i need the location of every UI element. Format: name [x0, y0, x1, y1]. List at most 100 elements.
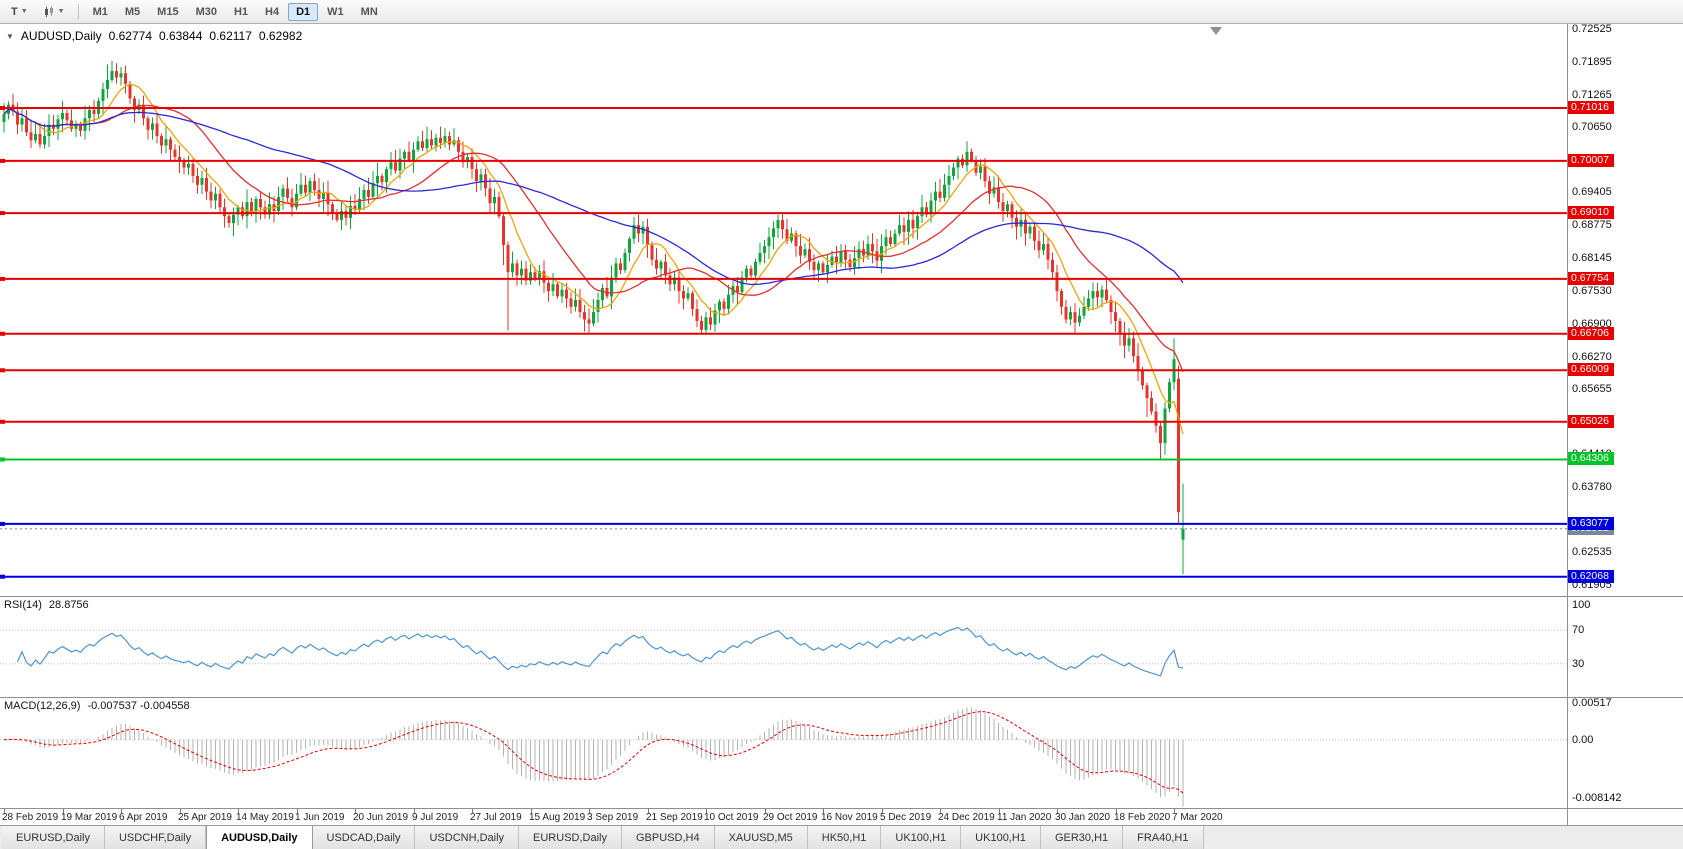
- time-axis-label: 16 Nov 2019: [821, 812, 878, 823]
- macd-histogram: [4, 707, 1183, 806]
- rsi-indicator-chart[interactable]: RSI(14) 28.8756: [0, 597, 1567, 697]
- timeframe-button-m30[interactable]: M30: [188, 3, 225, 21]
- time-axis-label: 27 Jul 2019: [470, 812, 522, 823]
- level-price-tag: 0.69010: [1568, 206, 1614, 219]
- time-axis-label: 5 Dec 2019: [880, 812, 931, 823]
- rsi-name: RSI(14): [4, 599, 42, 611]
- level-price-tag: 0.66706: [1568, 327, 1614, 340]
- ma-line-55: [4, 109, 1183, 284]
- price-axis-label: 0.71895: [1572, 56, 1612, 68]
- tool-button-t[interactable]: T ▼: [4, 3, 35, 21]
- chart-symbol: AUDUSD,Daily: [21, 29, 102, 43]
- time-axis-label: 7 Mar 2020: [1172, 812, 1223, 823]
- main-chart-panel: ▼ AUDUSD,Daily 0.62774 0.63844 0.62117 0…: [0, 24, 1683, 596]
- tool-button-t-label: T: [11, 6, 18, 18]
- time-axis-label: 10 Oct 2019: [704, 812, 758, 823]
- macd-indicator-chart[interactable]: MACD(12,26,9) -0.007537 -0.004558: [0, 698, 1567, 808]
- main-plot-svg[interactable]: [0, 24, 1567, 596]
- candlestick-chart-icon: [43, 6, 55, 18]
- chart-close-value: 0.62982: [259, 29, 302, 43]
- chart-tab-uk100-h1[interactable]: UK100,H1: [961, 826, 1041, 849]
- macd-axis-label: 0.00517: [1572, 697, 1612, 709]
- chart-tab-xauusd-m5[interactable]: XAUUSD,M5: [715, 826, 808, 849]
- macd-axis-label: -0.008142: [1572, 792, 1622, 804]
- time-axis-label: 19 Mar 2019: [61, 812, 117, 823]
- candlestick-chart[interactable]: ▼ AUDUSD,Daily 0.62774 0.63844 0.62117 0…: [0, 24, 1567, 596]
- rsi-panel: RSI(14) 28.8756 1007030: [0, 597, 1683, 697]
- price-axis-label: 0.68145: [1572, 252, 1612, 264]
- rsi-axis[interactable]: 1007030: [1567, 597, 1683, 697]
- timeframe-button-h4[interactable]: H4: [257, 3, 287, 21]
- level-price-tag: 0.71016: [1568, 101, 1614, 114]
- price-axis-label: 0.66270: [1572, 351, 1612, 363]
- line-left-marker: [0, 277, 5, 281]
- price-axis-label: 0.70650: [1572, 121, 1612, 133]
- macd-axis-label: 0.00: [1572, 734, 1593, 746]
- level-price-tag: 0.62068: [1568, 570, 1614, 583]
- macd-values: -0.007537 -0.004558: [87, 700, 189, 712]
- ma-line-8: [4, 84, 1183, 434]
- chart-tab-hk50-h1[interactable]: HK50,H1: [808, 826, 882, 849]
- price-axis-label: 0.69405: [1572, 186, 1612, 198]
- chart-tab-fra40-h1[interactable]: FRA40,H1: [1123, 826, 1203, 849]
- timeframe-button-m1[interactable]: M1: [85, 3, 116, 21]
- macd-plot-svg[interactable]: [0, 698, 1567, 808]
- chart-dropdown-icon[interactable]: ▼: [6, 32, 14, 41]
- chart-low-value: 0.62117: [209, 29, 252, 43]
- level-price-tag: 0.70007: [1568, 154, 1614, 167]
- chart-tab-gbpusd-h4[interactable]: GBPUSD,H4: [622, 826, 715, 849]
- time-axis-label: 15 Aug 2019: [529, 812, 585, 823]
- time-axis-label: 3 Sep 2019: [587, 812, 638, 823]
- line-left-marker: [0, 522, 5, 526]
- chevron-down-icon: ▼: [58, 8, 65, 15]
- price-axis-label: 0.65655: [1572, 383, 1612, 395]
- time-axis-label: 25 Apr 2019: [178, 812, 232, 823]
- ma-line-21: [4, 106, 1183, 372]
- chart-tab-ger30-h1[interactable]: GER30,H1: [1041, 826, 1123, 849]
- level-price-tag: 0.67754: [1568, 272, 1614, 285]
- rsi-plot-svg[interactable]: [0, 597, 1567, 697]
- time-axis[interactable]: 28 Feb 201919 Mar 20196 Apr 201925 Apr 2…: [0, 809, 1567, 825]
- timeframe-button-m15[interactable]: M15: [149, 3, 186, 21]
- chart-tab-usdchf-daily[interactable]: USDCHF,Daily: [105, 826, 206, 849]
- chart-tab-bar: EURUSD,DailyUSDCHF,DailyAUDUSD,DailyUSDC…: [0, 825, 1683, 849]
- timeframe-group: M1M5M15M30H1H4D1W1MN: [85, 3, 386, 21]
- line-left-marker: [0, 575, 5, 579]
- rsi-axis-label: 100: [1572, 599, 1590, 611]
- chart-title: ▼ AUDUSD,Daily 0.62774 0.63844 0.62117 0…: [6, 29, 302, 43]
- line-left-marker: [0, 211, 5, 215]
- time-axis-label: 18 Feb 2020: [1114, 812, 1170, 823]
- price-axis-label: 0.67530: [1572, 285, 1612, 297]
- macd-axis[interactable]: 0.00517 0.00 -0.008142: [1567, 698, 1683, 808]
- timeframe-button-w1[interactable]: W1: [319, 3, 352, 21]
- level-price-tag: 0.65026: [1568, 415, 1614, 428]
- line-left-marker: [0, 458, 5, 462]
- macd-name: MACD(12,26,9): [4, 700, 80, 712]
- chart-high-value: 0.63844: [159, 29, 202, 43]
- chart-tab-usdcad-daily[interactable]: USDCAD,Daily: [313, 826, 416, 849]
- time-axis-label: 30 Jan 2020: [1055, 812, 1110, 823]
- top-toolbar: T ▼ ▼ M1M5M15M30H1H4D1W1MN: [0, 0, 1683, 24]
- time-axis-label: 24 Dec 2019: [938, 812, 995, 823]
- chart-tab-usdcnh-daily[interactable]: USDCNH,Daily: [415, 826, 519, 849]
- timeframe-button-h1[interactable]: H1: [226, 3, 256, 21]
- time-axis-row: 28 Feb 201919 Mar 20196 Apr 201925 Apr 2…: [0, 809, 1683, 825]
- time-axis-label: 11 Jan 2020: [997, 812, 1051, 823]
- chart-tab-eurusd-daily[interactable]: EURUSD,Daily: [519, 826, 622, 849]
- price-axis-label: 0.68775: [1572, 219, 1612, 231]
- candles-group: [3, 61, 1185, 575]
- timeframe-button-d1[interactable]: D1: [288, 3, 318, 21]
- timeframe-button-mn[interactable]: MN: [353, 3, 386, 21]
- chevron-down-icon: ▼: [21, 8, 28, 15]
- timeframe-button-m5[interactable]: M5: [117, 3, 148, 21]
- price-axis[interactable]: 0.725250.718950.712650.706500.700200.694…: [1567, 24, 1683, 596]
- chart-tab-audusd-daily[interactable]: AUDUSD,Daily: [206, 826, 312, 849]
- chart-tab-uk100-h1[interactable]: UK100,H1: [881, 826, 961, 849]
- chart-shift-marker-icon: [1210, 27, 1222, 35]
- chart-type-button[interactable]: ▼: [36, 3, 72, 21]
- time-axis-label: 1 Jun 2019: [295, 812, 345, 823]
- time-axis-label: 28 Feb 2019: [2, 812, 58, 823]
- chart-tab-eurusd-daily[interactable]: EURUSD,Daily: [2, 826, 105, 849]
- time-axis-label: 9 Jul 2019: [412, 812, 458, 823]
- axis-corner: [1567, 809, 1683, 825]
